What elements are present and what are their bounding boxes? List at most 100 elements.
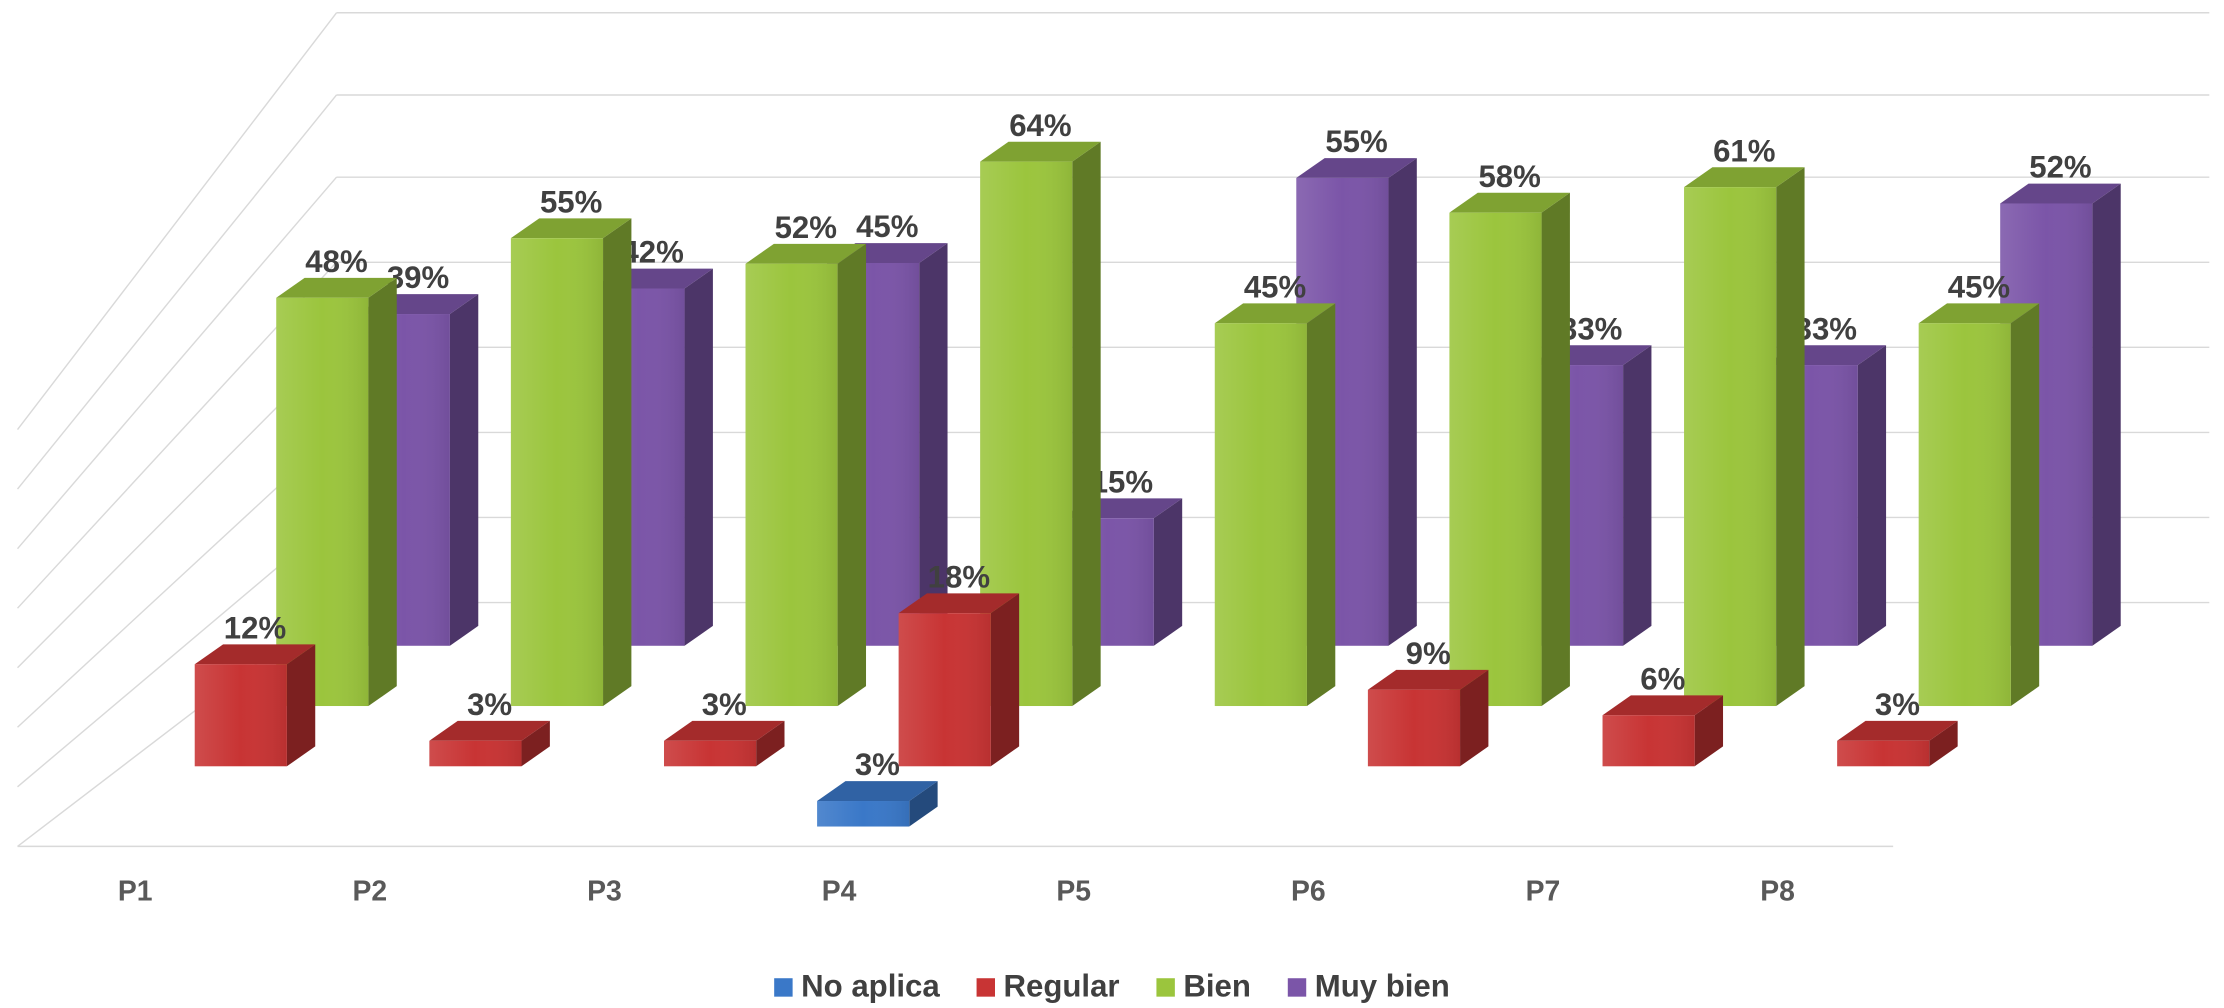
bar xyxy=(1684,167,1805,707)
bar-top xyxy=(1837,720,1958,741)
value-label: 3% xyxy=(702,687,747,722)
bar-top xyxy=(429,720,550,741)
legend-swatch xyxy=(774,978,793,997)
value-label: 45% xyxy=(856,209,918,244)
bar-side xyxy=(1623,345,1652,646)
bar-top xyxy=(276,277,397,298)
bar xyxy=(510,218,632,707)
bar-side xyxy=(909,781,938,827)
bar xyxy=(194,644,316,767)
bar-top xyxy=(1214,303,1336,324)
bar-side xyxy=(1857,345,1887,646)
bar-side xyxy=(449,294,479,646)
x-tick-label: P7 xyxy=(1526,876,1561,908)
value-label: 55% xyxy=(540,184,602,219)
value-label: 18% xyxy=(928,559,990,594)
value-label: 45% xyxy=(1948,269,2010,304)
value-label: 9% xyxy=(1406,636,1451,671)
bar-front-shade xyxy=(1367,689,1461,767)
bar-side xyxy=(603,218,632,707)
value-label: 39% xyxy=(387,260,449,295)
bar-side xyxy=(1541,192,1570,707)
value-label: 52% xyxy=(775,210,837,245)
bar-front-shade xyxy=(1837,740,1930,767)
bar-side xyxy=(2010,303,2040,707)
bar-front-shade xyxy=(1602,715,1695,767)
bar-top xyxy=(898,593,1020,614)
bar-front-shade xyxy=(510,238,604,707)
x-tick-label: P2 xyxy=(352,876,387,908)
bar xyxy=(1602,695,1724,767)
bar-side xyxy=(1460,669,1489,767)
bar-front-shade xyxy=(745,263,838,707)
bar-side xyxy=(684,268,713,646)
value-label: 6% xyxy=(1640,661,1685,696)
bar-top xyxy=(745,243,867,264)
value-label: 33% xyxy=(1560,311,1622,346)
bar-front-shade xyxy=(664,740,757,767)
x-tick-label: P3 xyxy=(587,876,622,908)
bar-side xyxy=(2092,183,2121,646)
value-label: 48% xyxy=(305,244,367,279)
value-label: 3% xyxy=(1875,687,1920,722)
bar xyxy=(745,243,867,707)
bar-top xyxy=(980,141,1101,162)
bar-front-shade xyxy=(276,297,369,707)
value-label: 42% xyxy=(621,235,683,270)
value-label: 33% xyxy=(1795,311,1857,346)
x-tick-label: P4 xyxy=(822,876,857,908)
legend-label: No aplica xyxy=(801,968,940,1003)
legend-label: Bien xyxy=(1183,968,1251,1003)
bar-side xyxy=(521,720,550,767)
bar xyxy=(357,294,479,646)
bar-top xyxy=(1367,669,1489,690)
legend-label: Regular xyxy=(1004,968,1120,1003)
x-tick-label: P1 xyxy=(118,876,153,908)
bar-side xyxy=(837,243,867,707)
value-label: 64% xyxy=(1009,108,1071,143)
bar xyxy=(276,277,397,707)
bar-front-shade xyxy=(898,613,991,767)
bar-side xyxy=(1929,720,1958,767)
legend: No aplica Regular Bien Muy bien xyxy=(774,968,1450,1003)
legend-swatch xyxy=(1156,978,1175,997)
bar-side xyxy=(368,277,397,707)
bar-top xyxy=(1602,695,1724,716)
bar-top xyxy=(2000,183,2121,204)
bar xyxy=(1837,720,1958,767)
bar-top xyxy=(194,644,316,665)
bar xyxy=(1367,669,1489,767)
legend-swatch xyxy=(1287,978,1307,997)
bar-front-shade xyxy=(817,801,910,827)
value-label: 45% xyxy=(1244,269,1306,304)
bar-side xyxy=(990,593,1020,767)
value-label: 61% xyxy=(1713,133,1775,168)
legend-swatch xyxy=(976,978,996,997)
bar-top xyxy=(664,720,785,741)
value-label: 12% xyxy=(224,610,286,645)
bar-front-shade xyxy=(1684,187,1777,707)
value-label: 15% xyxy=(1091,464,1153,499)
bar-front-shade xyxy=(194,664,287,767)
bar-side xyxy=(1153,498,1183,646)
legend-label: Muy bien xyxy=(1315,968,1450,1003)
bar-top xyxy=(817,781,938,802)
wall-line xyxy=(16,94,338,490)
bar-side xyxy=(919,243,948,646)
bar-top xyxy=(1296,158,1417,178)
value-label: 3% xyxy=(467,687,512,722)
bar-top xyxy=(1918,303,2040,324)
bar xyxy=(664,720,785,767)
value-label: 3% xyxy=(855,747,900,782)
bar-front-shade xyxy=(1918,323,2011,707)
value-label: 52% xyxy=(2029,150,2091,185)
bar-side xyxy=(756,720,785,767)
bar-front-shade xyxy=(1214,323,1307,707)
x-tick-label: P6 xyxy=(1291,876,1326,908)
bar xyxy=(429,720,550,767)
bar xyxy=(1449,192,1570,707)
bar xyxy=(1918,303,2040,707)
bar xyxy=(898,593,1020,767)
